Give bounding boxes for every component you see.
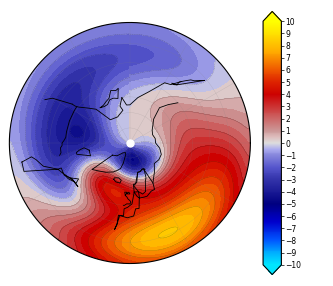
Point bbox=[127, 141, 133, 145]
Point bbox=[127, 141, 133, 145]
Point bbox=[127, 141, 133, 145]
Point bbox=[127, 141, 133, 145]
Point bbox=[127, 141, 133, 145]
Point bbox=[127, 141, 133, 145]
Point bbox=[127, 141, 133, 145]
Point bbox=[127, 141, 133, 145]
Point bbox=[127, 141, 133, 145]
Point bbox=[127, 141, 133, 145]
Point bbox=[127, 141, 133, 145]
PathPatch shape bbox=[263, 265, 281, 275]
Point bbox=[127, 141, 133, 145]
Point bbox=[127, 141, 133, 145]
Point bbox=[127, 141, 133, 145]
Point bbox=[127, 141, 133, 145]
Point bbox=[127, 141, 133, 145]
Point bbox=[127, 141, 133, 145]
Point bbox=[127, 141, 133, 145]
PathPatch shape bbox=[263, 11, 281, 21]
Point bbox=[127, 141, 133, 145]
Point bbox=[127, 141, 133, 145]
Point bbox=[127, 141, 133, 145]
Point bbox=[127, 141, 133, 145]
Point bbox=[127, 141, 133, 145]
Point bbox=[127, 141, 133, 145]
Point bbox=[127, 141, 133, 145]
Point bbox=[127, 141, 133, 145]
Point bbox=[127, 141, 133, 145]
Point bbox=[127, 141, 133, 145]
Point bbox=[127, 141, 133, 145]
Point bbox=[127, 141, 133, 145]
Point bbox=[127, 141, 133, 145]
Point bbox=[127, 141, 133, 145]
Point bbox=[127, 141, 133, 145]
Point bbox=[127, 141, 133, 145]
Point bbox=[127, 141, 133, 145]
Point bbox=[127, 141, 133, 145]
Point bbox=[127, 141, 133, 145]
Point bbox=[127, 141, 133, 145]
Point bbox=[127, 141, 133, 145]
Point bbox=[127, 141, 133, 145]
Point bbox=[127, 141, 133, 145]
Point bbox=[127, 141, 133, 145]
Point bbox=[127, 141, 133, 145]
Point bbox=[127, 141, 133, 145]
